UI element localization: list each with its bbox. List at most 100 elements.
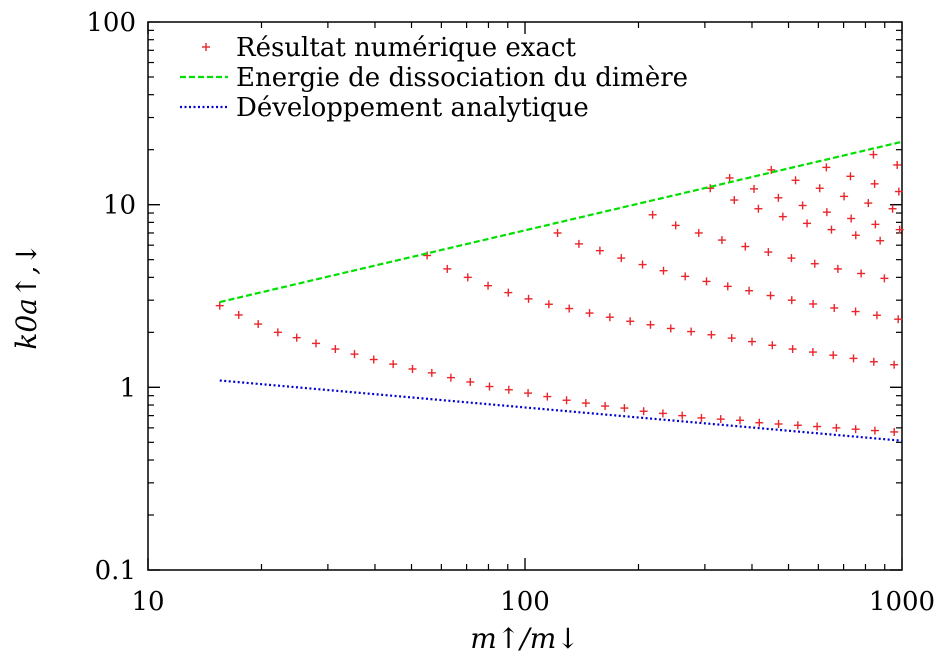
data-point xyxy=(408,364,417,373)
data-point xyxy=(832,423,841,432)
data-point xyxy=(774,419,783,428)
data-point xyxy=(787,254,796,263)
data-point xyxy=(659,266,668,275)
data-point xyxy=(745,286,754,295)
y-tick-label: 1 xyxy=(119,373,136,403)
data-point xyxy=(702,277,711,286)
data-point xyxy=(620,404,629,413)
data-point xyxy=(595,246,604,255)
data-point xyxy=(273,328,282,337)
data-point xyxy=(849,354,858,363)
data-point xyxy=(822,208,831,217)
data-point xyxy=(658,409,667,418)
data-point xyxy=(840,192,849,201)
legend: Résultat numérique exact Energie de diss… xyxy=(180,33,688,123)
y-tick-label: 10 xyxy=(103,191,136,221)
data-layer xyxy=(215,140,904,442)
data-point xyxy=(803,219,812,228)
data-point xyxy=(543,392,552,401)
data-point xyxy=(766,291,775,300)
data-point xyxy=(851,307,860,316)
data-point xyxy=(605,313,614,322)
data-point xyxy=(736,416,745,425)
data-point xyxy=(830,303,839,312)
data-point xyxy=(890,427,899,436)
data-point xyxy=(504,385,513,394)
data-point xyxy=(895,225,904,234)
x-tick-label: 1000 xyxy=(869,587,935,617)
y-tick-label: 100 xyxy=(86,8,136,38)
x-axis-label: m↑/m↓ xyxy=(470,622,579,655)
data-point xyxy=(423,251,432,260)
dimer-energy-line xyxy=(219,140,903,304)
data-point xyxy=(727,334,736,343)
data-point xyxy=(443,264,452,273)
data-point xyxy=(617,254,626,263)
data-point xyxy=(446,373,455,382)
data-point xyxy=(869,357,878,366)
legend-label-exact: Résultat numérique exact xyxy=(236,33,576,63)
data-point xyxy=(574,239,583,248)
data-point xyxy=(553,228,562,237)
data-point xyxy=(717,236,726,245)
data-point xyxy=(292,333,301,342)
data-point xyxy=(524,294,533,303)
data-point xyxy=(851,231,860,240)
data-point xyxy=(466,377,475,386)
data-point xyxy=(730,196,739,205)
data-point xyxy=(626,317,635,326)
data-point xyxy=(707,330,716,339)
data-point xyxy=(427,368,436,377)
x-tick-label: 100 xyxy=(500,587,550,617)
data-point xyxy=(485,382,494,391)
data-point xyxy=(767,165,776,174)
data-point xyxy=(755,418,764,427)
data-point xyxy=(871,220,880,229)
data-point xyxy=(894,315,903,324)
data-point xyxy=(646,320,655,329)
data-point xyxy=(716,415,725,424)
data-point xyxy=(648,210,657,219)
data-point xyxy=(463,273,472,282)
data-point xyxy=(893,160,902,169)
y-axis-label: k0a↑,↓ xyxy=(10,242,43,349)
data-point xyxy=(725,173,734,182)
data-point xyxy=(687,327,696,336)
data-point xyxy=(754,204,763,213)
data-point xyxy=(851,425,860,434)
data-point xyxy=(254,320,263,329)
data-point xyxy=(215,301,224,310)
data-point xyxy=(880,274,889,283)
data-point xyxy=(585,309,594,318)
data-point xyxy=(671,221,680,230)
data-point xyxy=(331,345,340,354)
legend-label-dimer: Energie de dissociation du dimère xyxy=(236,63,688,93)
data-point xyxy=(894,187,903,196)
data-point xyxy=(810,259,819,268)
legend-label-analytic: Développement analytique xyxy=(236,93,589,123)
data-point xyxy=(791,176,800,185)
data-point xyxy=(504,288,513,297)
data-point xyxy=(864,199,873,208)
data-point xyxy=(681,272,690,281)
data-point xyxy=(846,172,855,181)
data-point xyxy=(793,421,802,430)
data-point xyxy=(723,282,732,291)
data-point xyxy=(601,402,610,411)
data-point xyxy=(350,350,359,359)
data-point xyxy=(694,228,703,237)
data-point xyxy=(369,355,378,364)
data-point xyxy=(768,341,777,350)
data-point xyxy=(870,426,879,435)
data-point xyxy=(808,348,817,357)
data-point xyxy=(234,310,243,319)
data-point xyxy=(311,339,320,348)
data-point xyxy=(750,184,759,193)
data-point xyxy=(833,264,842,273)
data-point xyxy=(778,212,787,221)
data-point xyxy=(678,411,687,420)
data-point xyxy=(888,204,897,213)
data-point xyxy=(565,304,574,313)
legend-marker-exact xyxy=(202,43,210,51)
